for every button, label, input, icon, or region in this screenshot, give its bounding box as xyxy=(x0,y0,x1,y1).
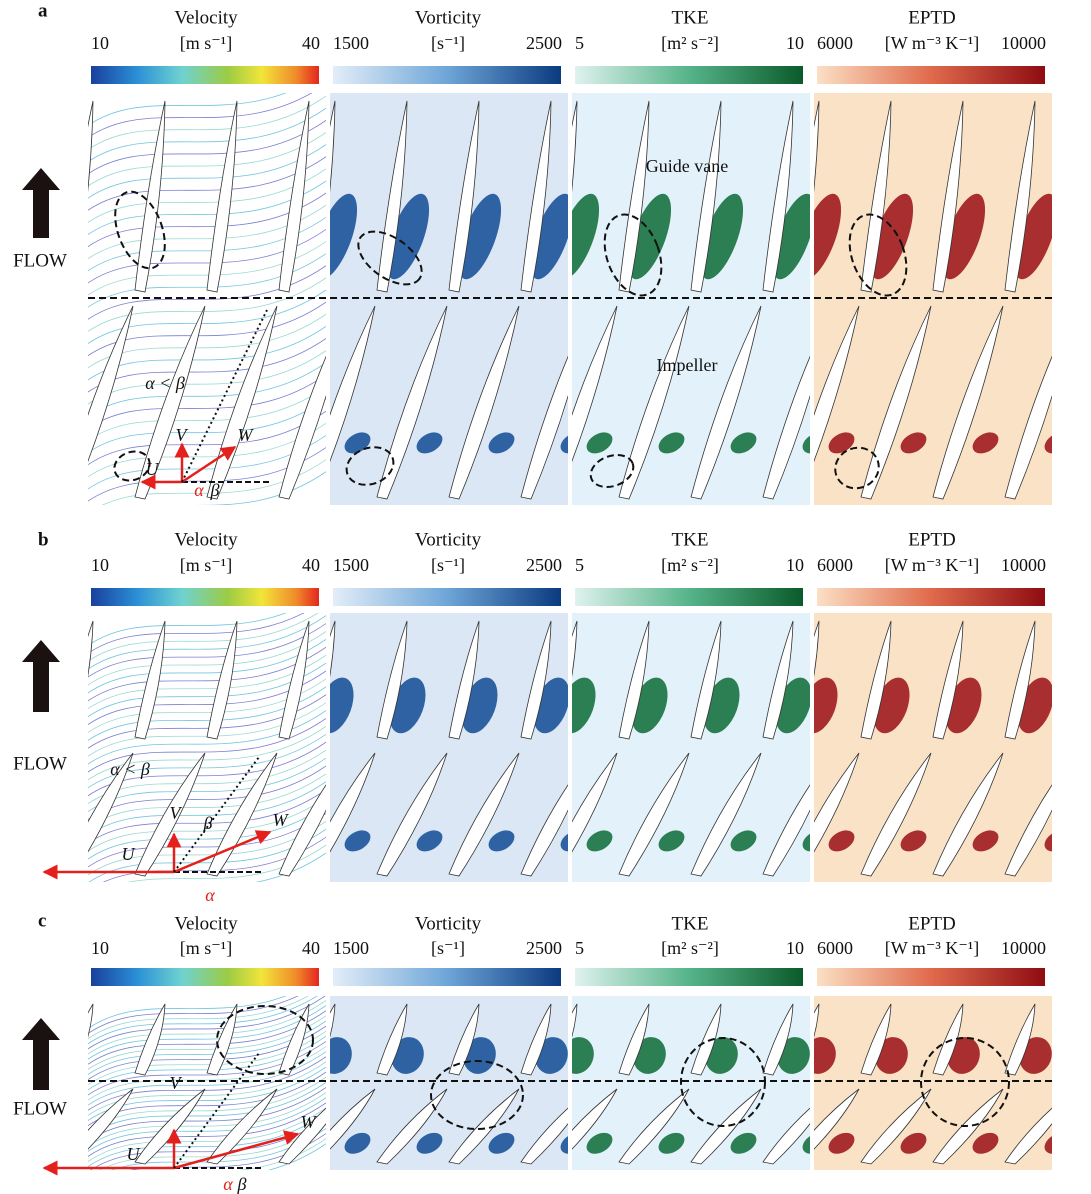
colorbar xyxy=(91,66,319,84)
annotation-beta: β xyxy=(203,813,213,833)
annotation-alpha: α xyxy=(223,1174,233,1194)
colorbar-min: 1500 xyxy=(333,555,369,575)
flow-arrow xyxy=(22,1018,60,1090)
colorbar-max: 2500 xyxy=(526,938,562,958)
colorbar-max: 10 xyxy=(786,33,804,53)
flow-arrow xyxy=(22,168,60,238)
panel-label: b xyxy=(38,529,49,550)
colorbar xyxy=(333,588,561,606)
colorbar-unit: [m s⁻¹] xyxy=(180,33,232,53)
colorbar-unit: [m² s⁻²] xyxy=(661,555,719,575)
annotation-angle-relation: α < β xyxy=(145,373,185,393)
colorbar-min: 6000 xyxy=(817,33,853,53)
annotation-w: W xyxy=(301,1112,318,1132)
colorbar-max: 2500 xyxy=(526,555,562,575)
colorbar-title: Velocity xyxy=(174,529,238,550)
colorbar-min: 6000 xyxy=(817,938,853,958)
figure: a Velocity [m s⁻¹] 10 40 Vorticity [s⁻¹] 1500 25… xyxy=(0,0,1091,1194)
annotation-beta: β xyxy=(210,480,220,500)
flow-label: FLOW xyxy=(13,1098,67,1119)
colorbar-min: 5 xyxy=(575,555,584,575)
colorbar-title: EPTD xyxy=(908,7,956,28)
field-image xyxy=(789,996,1075,1170)
colorbar-min: 10 xyxy=(91,555,109,575)
colorbar-unit: [s⁻¹] xyxy=(431,555,465,575)
colorbar xyxy=(333,968,561,986)
colorbar-unit: [s⁻¹] xyxy=(431,33,465,53)
field-image xyxy=(305,996,591,1170)
colorbar-title: Vorticity xyxy=(415,7,482,28)
colorbar-max: 10000 xyxy=(1001,33,1046,53)
colorbar-max: 10 xyxy=(786,938,804,958)
annotation-alpha: α xyxy=(205,885,215,905)
colorbar-unit: [m s⁻¹] xyxy=(180,555,232,575)
colorbar-unit: [W m⁻³ K⁻¹] xyxy=(885,555,979,575)
colorbar-max: 40 xyxy=(302,33,320,53)
colorbar-min: 5 xyxy=(575,938,584,958)
colorbar-min: 1500 xyxy=(333,938,369,958)
colorbar-max: 10 xyxy=(786,555,804,575)
colorbar-max: 10000 xyxy=(1001,555,1046,575)
panel-label: c xyxy=(38,910,46,931)
annotation-w: W xyxy=(238,425,255,445)
colorbar xyxy=(575,588,803,606)
field-image xyxy=(547,613,833,882)
colorbar xyxy=(817,588,1045,606)
colorbar-title: EPTD xyxy=(908,913,956,934)
colorbar-title: Velocity xyxy=(174,7,238,28)
flow-label: FLOW xyxy=(13,753,67,774)
panel-label: a xyxy=(38,0,48,21)
annotation-alpha: α xyxy=(194,480,204,500)
colorbar-title: TKE xyxy=(672,913,709,934)
colorbar-title: Vorticity xyxy=(415,529,482,550)
colorbar-title: TKE xyxy=(672,529,709,550)
colorbar-unit: [W m⁻³ K⁻¹] xyxy=(885,938,979,958)
colorbar-title: Vorticity xyxy=(415,913,482,934)
annotation-guide-vane: Guide vane xyxy=(646,156,728,176)
colorbar xyxy=(817,968,1045,986)
colorbar-max: 40 xyxy=(302,938,320,958)
flow-arrow xyxy=(22,640,60,712)
colorbar-title: Velocity xyxy=(174,913,238,934)
colorbar-max: 10000 xyxy=(1001,938,1046,958)
colorbar-unit: [m² s⁻²] xyxy=(661,938,719,958)
colorbar-min: 1500 xyxy=(333,33,369,53)
annotation-u: U xyxy=(127,1144,141,1164)
field-image xyxy=(547,996,833,1170)
annotation-angle-relation: α < β xyxy=(110,759,150,779)
annotation-w: W xyxy=(273,810,290,830)
colorbar-min: 10 xyxy=(91,938,109,958)
colorbar xyxy=(91,968,319,986)
flow-label: FLOW xyxy=(13,250,67,271)
annotation-u: U xyxy=(146,459,160,479)
colorbar-title: EPTD xyxy=(908,529,956,550)
colorbar-min: 6000 xyxy=(817,555,853,575)
colorbar xyxy=(333,66,561,84)
colorbar-max: 2500 xyxy=(526,33,562,53)
field-image xyxy=(63,583,349,914)
colorbar-unit: [s⁻¹] xyxy=(431,938,465,958)
annotation-beta: β xyxy=(237,1174,247,1194)
colorbar-title: TKE xyxy=(672,7,709,28)
colorbar-min: 5 xyxy=(575,33,584,53)
colorbar xyxy=(575,66,803,84)
colorbar-min: 10 xyxy=(91,33,109,53)
field-image xyxy=(305,613,591,882)
annotation-u: U xyxy=(122,844,136,864)
annotation-impeller: Impeller xyxy=(657,355,718,375)
colorbar xyxy=(575,968,803,986)
colorbar xyxy=(91,588,319,606)
colorbar-max: 40 xyxy=(302,555,320,575)
colorbar-unit: [W m⁻³ K⁻¹] xyxy=(885,33,979,53)
colorbar xyxy=(817,66,1045,84)
field-image xyxy=(789,613,1075,882)
colorbar-unit: [m² s⁻²] xyxy=(661,33,719,53)
colorbar-unit: [m s⁻¹] xyxy=(180,938,232,958)
